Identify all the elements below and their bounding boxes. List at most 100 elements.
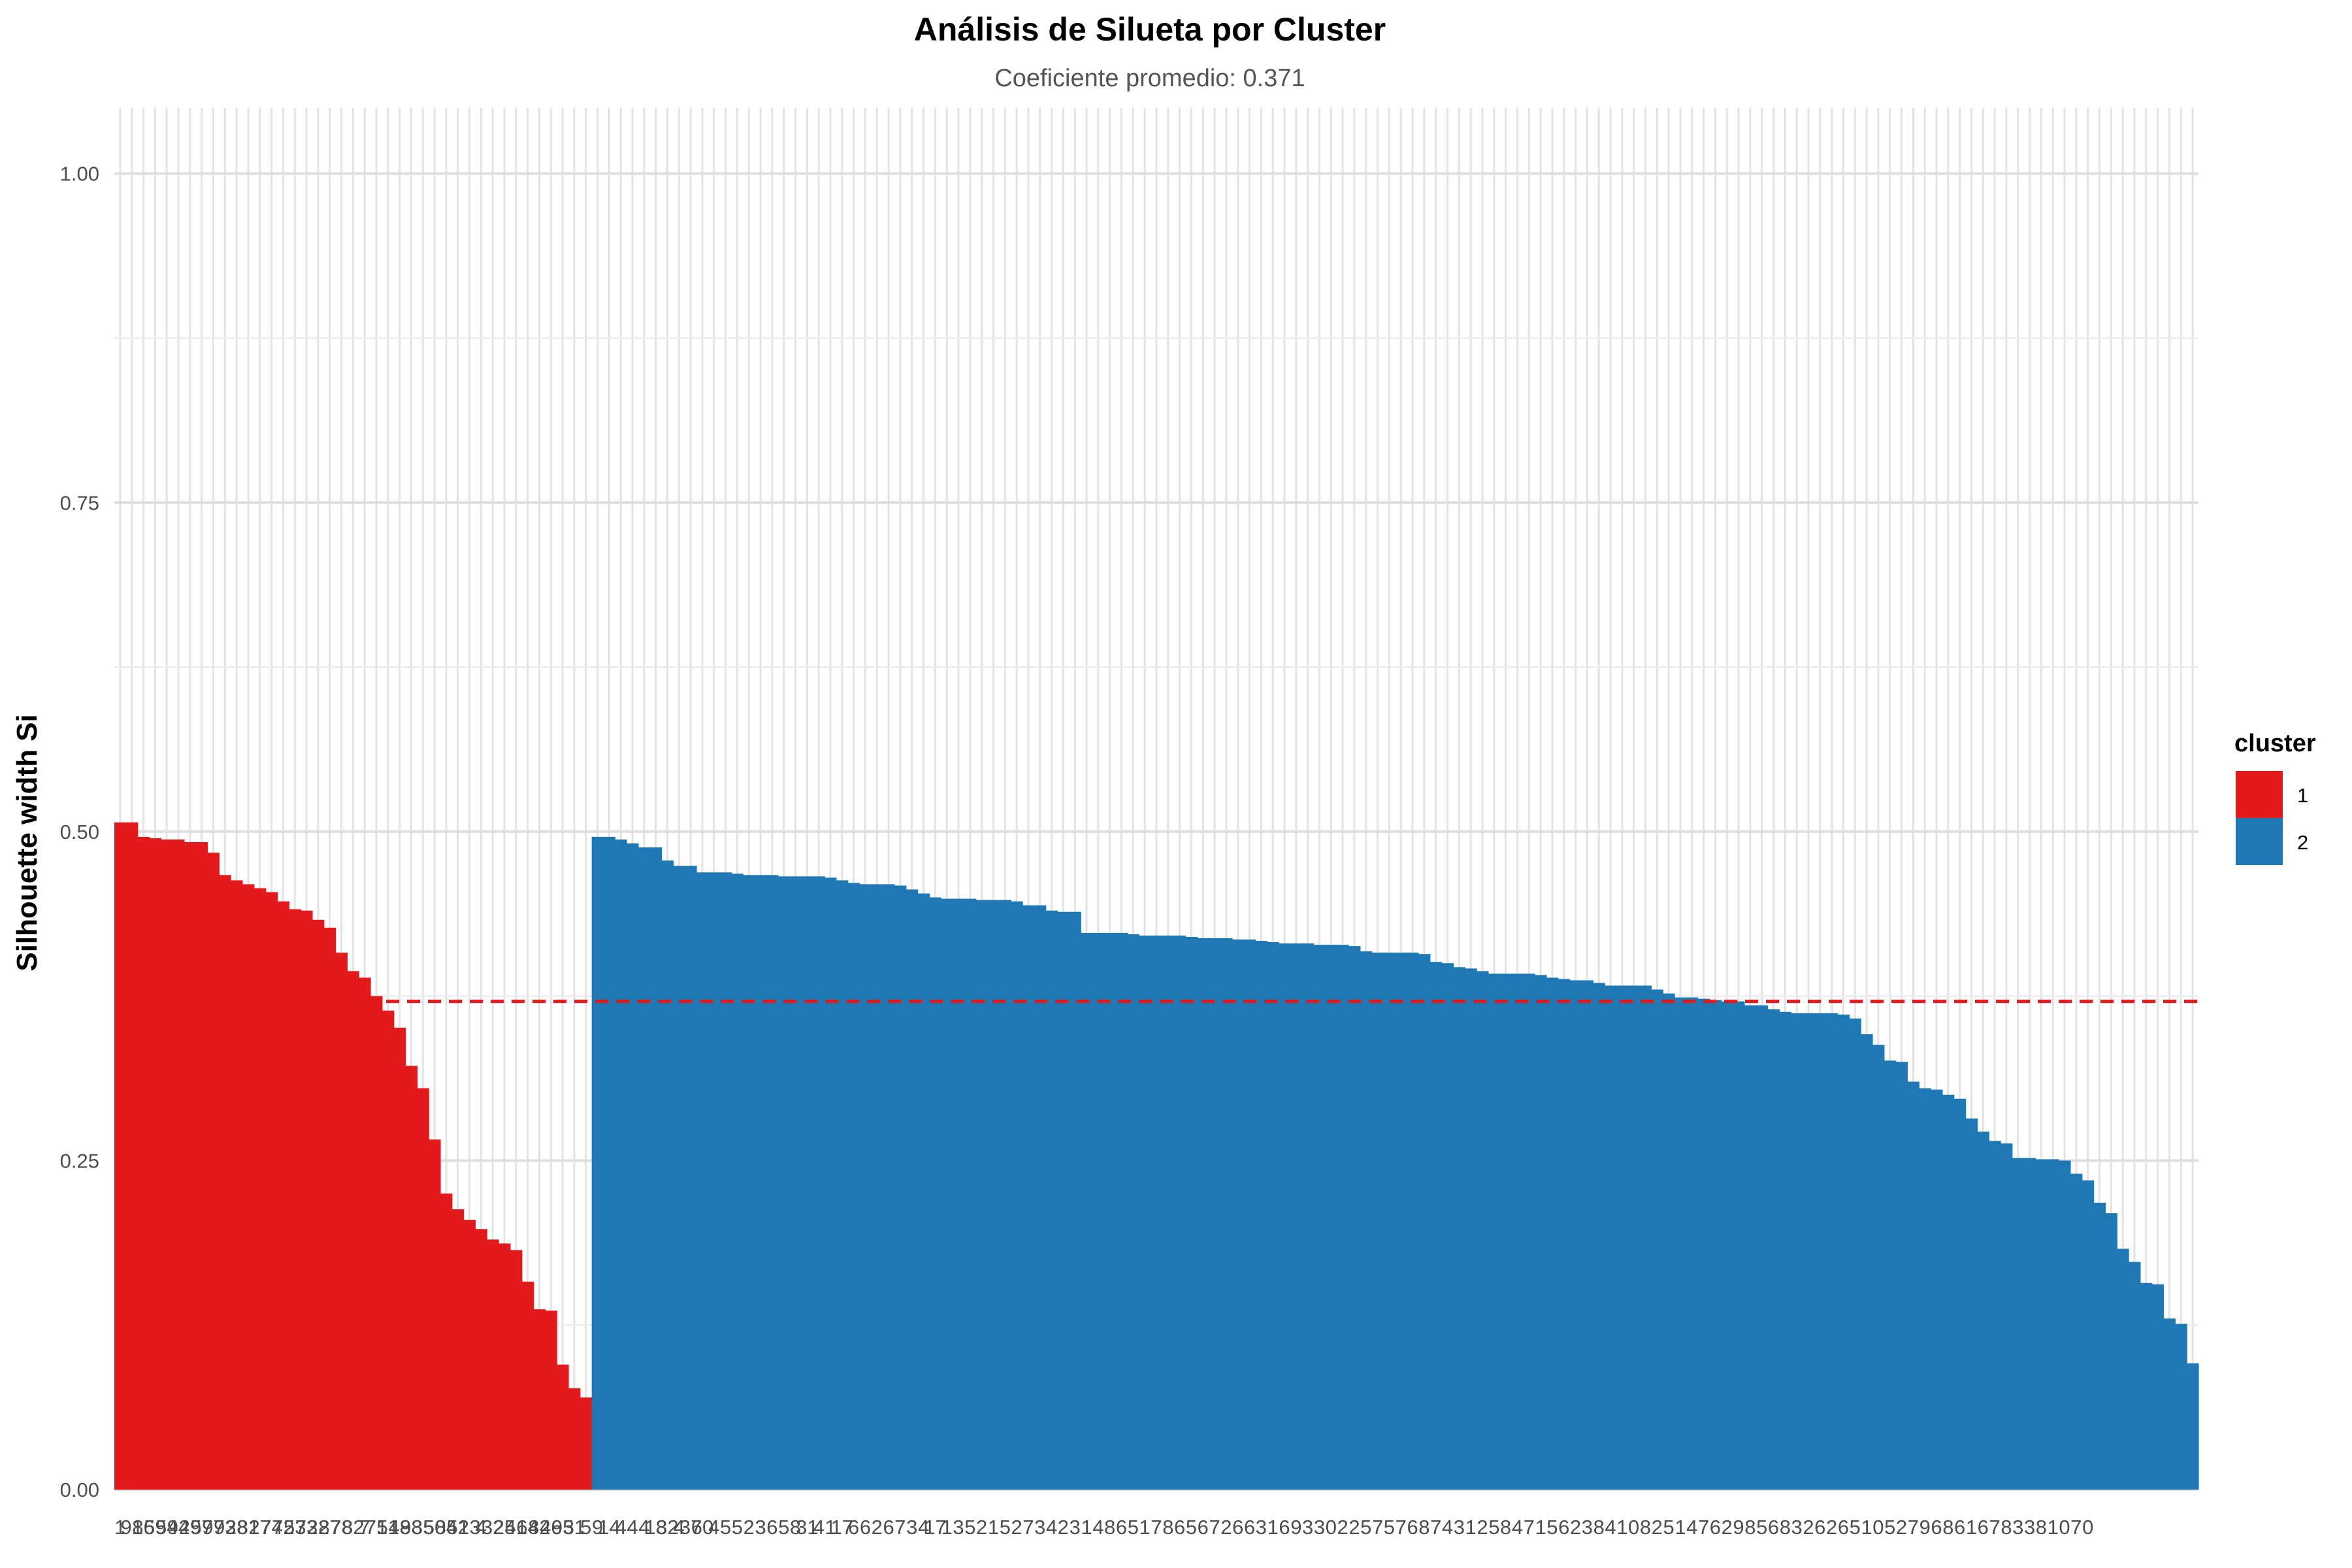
silhouette-bar xyxy=(2023,1158,2036,1490)
x-tick-label: 6 xyxy=(1116,1516,1127,1539)
silhouette-bar xyxy=(149,838,161,1490)
silhouette-bar xyxy=(2001,1143,2013,1490)
chart-title: Análisis de Silueta por Cluster xyxy=(914,11,1386,48)
silhouette-bar xyxy=(1243,939,1256,1490)
silhouette-bar xyxy=(1535,975,1547,1490)
silhouette-bar xyxy=(347,971,359,1490)
x-tick-label: 31 xyxy=(563,1516,585,1539)
x-tick-label: 94 xyxy=(167,1516,189,1539)
silhouette-bar xyxy=(2012,1158,2025,1490)
legend: cluster 1 2 xyxy=(2234,730,2316,865)
x-tick-label: 5 xyxy=(1756,1516,1767,1539)
x-tick-label: 13 xyxy=(458,1516,480,1539)
legend-swatch-cluster-1 xyxy=(2236,771,2283,818)
x-tick-label: 9 xyxy=(1290,1516,1301,1539)
silhouette-bar xyxy=(719,872,732,1490)
x-tick-label: 5 xyxy=(732,1516,743,1539)
silhouette-bar xyxy=(1453,967,1465,1490)
silhouette-bar xyxy=(615,839,627,1490)
x-tick-label: 82 xyxy=(342,1516,364,1539)
silhouette-bar xyxy=(1337,945,1349,1490)
chart-subtitle: Coeficiente promedio: 0.371 xyxy=(994,65,1305,92)
silhouette-bar xyxy=(1477,971,1489,1490)
silhouette-bar xyxy=(2163,1318,2176,1490)
x-tick-label: 2 xyxy=(1058,1516,1069,1539)
x-tick-label: 2 xyxy=(1896,1516,1907,1539)
silhouette-bar xyxy=(1733,1001,1745,1490)
x-tick-label: 5 xyxy=(778,1516,789,1539)
x-tick-label: 2 xyxy=(1652,1516,1663,1539)
silhouette-bar xyxy=(813,876,825,1490)
x-tick-label: 9 xyxy=(592,1516,603,1539)
silhouette-bar xyxy=(1407,953,1419,1490)
x-tick-label: 3 xyxy=(1582,1516,1593,1539)
x-tick-label: 4 xyxy=(1046,1516,1057,1539)
silhouette-bar xyxy=(1931,1089,1943,1490)
silhouette-bar xyxy=(277,901,289,1490)
x-tick-label: 8 xyxy=(1942,1516,1953,1539)
x-tick-label: 3 xyxy=(1034,1516,1045,1539)
x-tick-label: 22 xyxy=(307,1516,329,1539)
silhouette-bar xyxy=(242,884,255,1490)
silhouette-bar xyxy=(1081,932,1093,1490)
silhouette-bar xyxy=(1767,1009,1780,1490)
silhouette-bar xyxy=(1045,910,1058,1490)
silhouette-bar xyxy=(1197,938,1209,1490)
legend-swatch-cluster-2 xyxy=(2236,818,2283,865)
x-tick-label: 8 xyxy=(1418,1516,1429,1539)
silhouette-bar xyxy=(859,884,872,1490)
x-tick-label: 5 xyxy=(1384,1516,1395,1539)
x-tick-label: 4 xyxy=(918,1516,929,1539)
x-tick-label: 4 xyxy=(1686,1516,1697,1539)
silhouette-bar xyxy=(533,1309,546,1490)
silhouette-bar xyxy=(1173,935,1186,1490)
x-tick-label: 93 xyxy=(214,1516,236,1539)
x-tick-label: 4 xyxy=(674,1516,685,1539)
silhouette-bar xyxy=(1232,939,1245,1490)
x-tick-label: 6 xyxy=(1198,1516,1209,1539)
silhouette-bar xyxy=(1803,1013,1815,1490)
silhouette-bar xyxy=(1115,932,1128,1490)
silhouette-bar xyxy=(1395,953,1407,1490)
x-tick-label: 3 xyxy=(906,1516,917,1539)
x-tick-label: 54 xyxy=(155,1516,178,1539)
silhouette-bar xyxy=(114,822,127,1490)
silhouette-bar xyxy=(1057,911,1070,1490)
x-tick-label: 7 xyxy=(2070,1516,2082,1539)
x-tick-label: 6 xyxy=(1978,1516,1989,1539)
silhouette-bar xyxy=(1151,935,1163,1490)
silhouette-bar xyxy=(1953,1098,1967,1490)
silhouette-bar xyxy=(1663,993,1675,1490)
x-tick-label: 48 xyxy=(388,1516,410,1539)
silhouette-bar xyxy=(301,910,313,1490)
silhouette-bar xyxy=(2129,1262,2141,1490)
x-tick-label: 2 xyxy=(976,1516,987,1539)
silhouette-bar xyxy=(1895,1062,1908,1490)
x-tick-label: 8 xyxy=(1162,1516,1173,1539)
x-tick-label: 6 xyxy=(766,1516,777,1539)
silhouette-bar xyxy=(580,1397,593,1490)
legend-label-cluster-1: 1 xyxy=(2297,784,2308,807)
silhouette-bar xyxy=(708,872,721,1490)
x-tick-label: 5 xyxy=(1663,1516,1674,1539)
silhouette-bar xyxy=(2175,1324,2187,1490)
x-tick-label: 82 xyxy=(528,1516,550,1539)
silhouette-bar xyxy=(1558,979,1571,1490)
silhouette-bar xyxy=(231,880,243,1490)
x-tick-label: 51 xyxy=(377,1516,399,1539)
silhouette-bar xyxy=(1185,937,1198,1490)
x-tick-label: 0 xyxy=(1628,1516,1639,1539)
silhouette-bar xyxy=(1546,977,1559,1490)
x-tick-label: 8 xyxy=(1640,1516,1651,1539)
silhouette-bar xyxy=(987,900,1000,1490)
x-tick-label: 5 xyxy=(1360,1516,1371,1539)
x-tick-label: 6 xyxy=(1814,1516,1825,1539)
x-tick-label: 7 xyxy=(1524,1516,1535,1539)
silhouette-bar xyxy=(1313,945,1326,1490)
x-tick-label: 84 xyxy=(435,1516,457,1539)
y-tick-label: 0.50 xyxy=(60,821,99,843)
silhouette-bar xyxy=(2035,1159,2048,1490)
silhouette-bar xyxy=(661,860,674,1490)
y-tick-labels: 0.00 0.25 0.50 0.75 1.00 xyxy=(60,163,99,1501)
silhouette-bar xyxy=(825,877,837,1490)
